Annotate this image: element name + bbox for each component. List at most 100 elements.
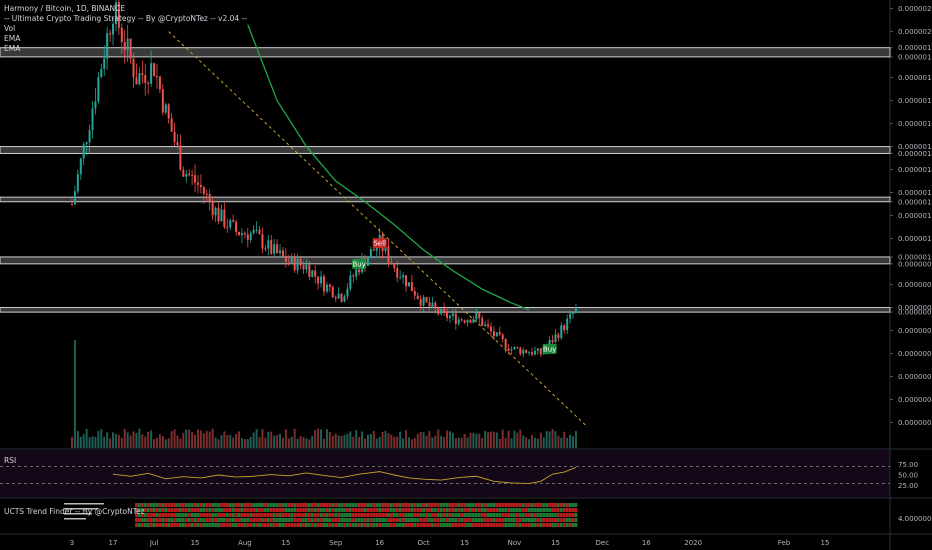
candle-body-6: [88, 130, 91, 143]
trend-cell-0-51: [220, 503, 223, 507]
y-tick-label-0: 0.00000210: [898, 5, 932, 13]
trend-cell-3-162: [545, 518, 549, 522]
y-tick-label-20: 0.00000060: [898, 350, 932, 358]
trend-cell-2-93: [343, 513, 346, 517]
trend-cell-0-49: [214, 503, 217, 507]
trend-cell-0-85: [319, 503, 323, 507]
trend-cell-2-117: [413, 513, 417, 517]
volume-bar-53: [226, 435, 229, 448]
trend-cell-1-155: [524, 508, 528, 512]
trend-cell-0-24: [140, 503, 144, 507]
trend-cell-0-31: [161, 503, 165, 507]
volume-bar-136: [469, 432, 472, 448]
trend-cell-0-41: [190, 503, 194, 507]
rsi-tick-label-0: 75.00: [898, 461, 918, 469]
trend-cell-4-126: [439, 523, 443, 527]
trend-cell-2-86: [322, 513, 326, 517]
trend-cell-0-76: [293, 503, 297, 507]
trend-cell-1-84: [316, 508, 320, 512]
candle-body-146: [498, 332, 501, 335]
candle-body-90: [334, 297, 337, 299]
trend-cell-0-164: [551, 503, 554, 507]
trend-cell-2-115: [407, 513, 411, 517]
candle-body-41: [191, 175, 194, 177]
volume-bar-25: [144, 436, 147, 448]
volume-bar-160: [539, 432, 542, 448]
trend-cell-3-114: [404, 518, 408, 522]
volume-bar-132: [457, 437, 460, 448]
trend-cell-0-158: [533, 503, 537, 507]
trend-cell-1-54: [228, 508, 232, 512]
trend-cell-0-102: [369, 503, 373, 507]
trend-cell-3-91: [337, 518, 341, 522]
trend-cell-3-163: [548, 518, 551, 522]
trend-cell-1-94: [346, 508, 349, 512]
candle-body-29: [155, 75, 158, 77]
trend-cell-1-112: [398, 508, 402, 512]
trend-cell-1-167: [559, 508, 563, 512]
candle-body-17: [120, 27, 123, 43]
trend-cell-2-95: [348, 513, 352, 517]
sr-zone-3: [0, 256, 891, 265]
trend-cell-4-40: [187, 523, 191, 527]
trend-cell-2-82: [310, 513, 314, 517]
trend-cell-1-92: [340, 508, 343, 512]
trend-cell-3-127: [442, 518, 446, 522]
trend-cell-0-163: [548, 503, 551, 507]
trend-cell-2-145: [495, 513, 499, 517]
trend-cell-0-36: [176, 503, 179, 507]
candle-body-10: [100, 68, 103, 78]
candle-body-4: [82, 144, 85, 159]
trend-cell-1-157: [530, 508, 534, 512]
signal-badge: [542, 343, 557, 354]
trend-cell-0-60: [246, 503, 250, 507]
trend-cell-2-99: [360, 513, 364, 517]
volume-bar-9: [97, 431, 100, 448]
trend-cell-1-143: [489, 508, 493, 512]
trend-cell-0-63: [255, 503, 258, 507]
trend-cell-0-96: [351, 503, 355, 507]
y-tick-label-5: 0.00000170: [898, 97, 932, 105]
trend-cell-3-102: [369, 518, 373, 522]
trend-cell-3-77: [296, 518, 300, 522]
candle-body-48: [211, 201, 214, 216]
trend-cell-3-27: [149, 518, 153, 522]
trend-cell-4-36: [176, 523, 179, 527]
trend-cell-4-51: [220, 523, 223, 527]
trend-cell-0-56: [234, 503, 238, 507]
candle-body-34: [170, 118, 173, 132]
volume-bar-65: [261, 428, 264, 448]
trend-cell-2-52: [222, 513, 226, 517]
y-tick-label-17: 0.00000080: [898, 304, 932, 312]
candle-body-136: [469, 319, 472, 323]
candle-body-37: [179, 145, 182, 170]
trend-cell-4-33: [167, 523, 171, 527]
rsi-tick-label-1: 50.00: [898, 472, 918, 480]
candle-body-72: [281, 250, 284, 256]
candle-body-160: [539, 348, 542, 355]
legend-vol: Vol: [4, 24, 16, 33]
candle-body-97: [355, 269, 358, 277]
trend-cell-0-171: [571, 503, 575, 507]
volume-bar-54: [229, 434, 232, 448]
trend-cell-1-53: [225, 508, 229, 512]
trend-cell-2-109: [389, 513, 393, 517]
trend-cell-0-79: [302, 503, 305, 507]
trend-cell-4-101: [366, 523, 370, 527]
trend-cell-2-129: [448, 513, 452, 517]
trend-cell-1-149: [507, 508, 510, 512]
trend-cell-3-65: [261, 518, 264, 522]
volume-bar-153: [519, 429, 522, 448]
trend-cell-4-154: [521, 523, 525, 527]
trend-cell-0-65: [261, 503, 264, 507]
volume-spike-2: [246, 440, 249, 448]
trend-cell-3-165: [554, 518, 557, 522]
trend-cell-4-46: [205, 523, 209, 527]
trend-cell-4-120: [422, 523, 425, 527]
trend-cell-4-61: [249, 523, 253, 527]
trend-cell-1-29: [155, 508, 159, 512]
trend-cell-1-60: [246, 508, 250, 512]
trend-cell-2-36: [176, 513, 179, 517]
signal-label: Buy: [352, 260, 365, 268]
